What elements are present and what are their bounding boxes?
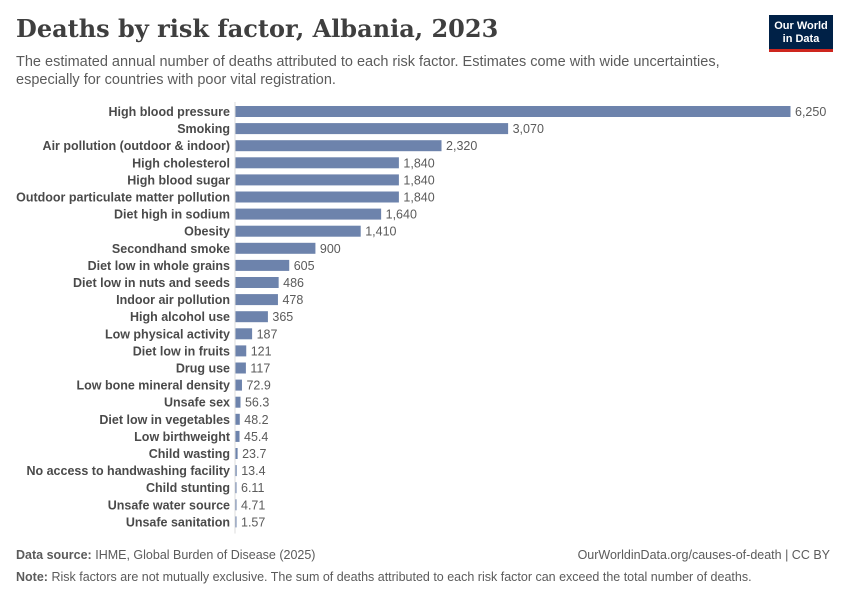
bar-chart: High blood pressure 6,250 Smoking 3,070 Air …: [16, 102, 826, 534]
value-label: 1,840: [403, 191, 434, 205]
source-url[interactable]: OurWorldinData.org/causes-of-death | CC …: [577, 548, 830, 562]
chart-title: Deaths by risk factor, Albania, 2023: [16, 14, 499, 43]
note-label: Note:: [16, 570, 48, 584]
logo-line-1: Our World: [774, 20, 828, 32]
bar[interactable]: [235, 328, 253, 340]
bar[interactable]: [235, 106, 791, 117]
bar[interactable]: [235, 516, 237, 528]
category-label: Diet low in vegetables: [99, 413, 230, 427]
bar[interactable]: [235, 208, 382, 220]
bar[interactable]: [235, 482, 237, 494]
value-label: 48.2: [244, 413, 268, 427]
bar[interactable]: [235, 259, 290, 271]
category-label: Diet low in nuts and seeds: [73, 276, 230, 290]
value-label: 486: [283, 276, 304, 290]
value-label: 6.11: [241, 481, 264, 495]
category-label: Indoor air pollution: [116, 293, 230, 307]
bar[interactable]: [235, 362, 246, 374]
category-label: Diet low in fruits: [133, 344, 230, 358]
category-label: Low bone mineral density: [77, 379, 231, 393]
category-label: Unsafe sex: [164, 396, 230, 410]
value-label: 13.4: [241, 464, 265, 478]
chart-note: Note: Risk factors are not mutually excl…: [16, 570, 752, 584]
owid-logo[interactable]: Our World in Data: [769, 15, 833, 52]
category-label: Diet high in sodium: [114, 208, 230, 222]
value-label: 187: [257, 327, 278, 341]
value-label: 72.9: [246, 379, 270, 393]
bar[interactable]: [235, 157, 399, 169]
value-label: 605: [294, 259, 315, 273]
logo-line-2: in Data: [782, 33, 820, 45]
value-label: 121: [251, 344, 272, 358]
data-source: Data source: IHME, Global Burden of Dise…: [16, 548, 315, 562]
category-label: Drug use: [176, 362, 230, 376]
bar[interactable]: [235, 191, 399, 203]
data-source-label: Data source:: [16, 548, 92, 562]
bar[interactable]: [235, 242, 316, 254]
value-label: 117: [250, 362, 270, 376]
bar[interactable]: [235, 379, 242, 391]
category-label: High blood sugar: [127, 173, 230, 187]
value-label: 900: [320, 242, 341, 256]
bar[interactable]: [235, 345, 247, 357]
category-label: Child stunting: [146, 481, 230, 495]
category-label: Secondhand smoke: [112, 242, 230, 256]
bar[interactable]: [235, 311, 268, 323]
category-label: High alcohol use: [130, 310, 230, 324]
category-label: Low birthweight: [134, 430, 231, 444]
category-label: Low physical activity: [105, 327, 230, 341]
value-label: 365: [272, 310, 293, 324]
bar[interactable]: [235, 465, 237, 477]
category-label: Smoking: [177, 122, 230, 136]
category-label: Diet low in whole grains: [88, 259, 230, 273]
category-label: Obesity: [184, 225, 230, 239]
bar[interactable]: [235, 174, 399, 186]
category-label: Unsafe sanitation: [126, 515, 230, 529]
value-label: 1,410: [365, 225, 396, 239]
value-label: 1,840: [403, 173, 434, 187]
category-label: Child wasting: [149, 447, 230, 461]
bar[interactable]: [235, 225, 361, 237]
category-label: Unsafe water source: [108, 498, 230, 512]
category-label: High blood pressure: [108, 105, 230, 119]
note-text: Risk factors are not mutually exclusive.…: [51, 570, 752, 584]
value-label: 56.3: [245, 396, 269, 410]
category-label: High cholesterol: [132, 156, 230, 170]
value-label: 1,640: [386, 208, 417, 222]
value-label: 6,250: [795, 105, 826, 119]
value-label: 1.57: [241, 515, 265, 529]
value-label: 3,070: [513, 122, 544, 136]
chart-subtitle: The estimated annual number of deaths at…: [16, 54, 720, 88]
value-label: 1,840: [403, 156, 434, 170]
value-label: 2,320: [446, 139, 477, 153]
value-label: 4.71: [241, 498, 265, 512]
category-label: Outdoor particulate matter pollution: [16, 191, 230, 205]
bar[interactable]: [235, 413, 240, 425]
value-label: 45.4: [244, 430, 268, 444]
bar[interactable]: [235, 277, 279, 288]
bar[interactable]: [235, 140, 442, 152]
bar[interactable]: [235, 430, 240, 442]
bar[interactable]: [235, 294, 278, 306]
value-label: 23.7: [242, 447, 266, 461]
bar[interactable]: [235, 499, 237, 511]
bar[interactable]: [235, 123, 509, 135]
bar[interactable]: [235, 396, 241, 408]
category-label: No access to handwashing facility: [26, 464, 230, 478]
value-label: 478: [282, 293, 303, 307]
data-source-text[interactable]: IHME, Global Burden of Disease (2025): [95, 548, 316, 562]
category-label: Air pollution (outdoor & indoor): [43, 139, 230, 153]
bar[interactable]: [235, 448, 238, 459]
